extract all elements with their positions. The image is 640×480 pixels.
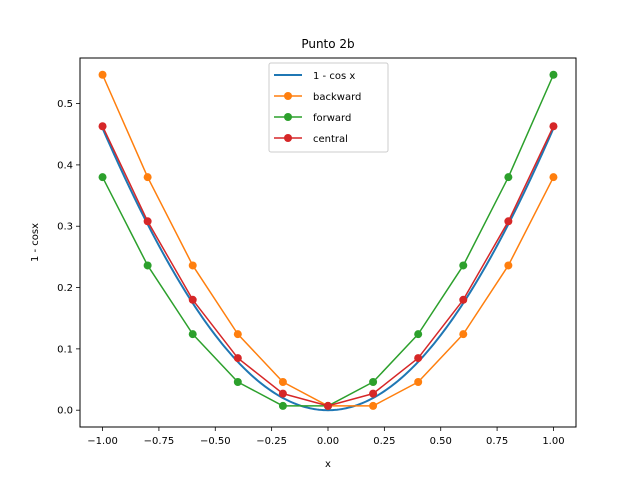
point-backward: [278, 377, 287, 386]
point-forward: [278, 401, 287, 410]
point-forward: [414, 330, 423, 339]
point-forward: [369, 377, 378, 386]
point-forward: [459, 261, 468, 270]
point-forward: [549, 70, 558, 79]
y-tick-label: 0.3: [57, 222, 73, 233]
point-backward: [188, 261, 197, 270]
point-central: [233, 354, 242, 363]
legend-label-backward: backward: [313, 92, 361, 103]
point-forward: [233, 377, 242, 386]
point-forward: [98, 173, 107, 182]
x-tick-label: −0.25: [256, 436, 287, 447]
point-backward: [143, 173, 152, 182]
y-tick-label: 0.0: [57, 406, 73, 417]
x-tick-label: 0.75: [486, 436, 508, 447]
legend-box: [268, 62, 389, 153]
point-backward: [233, 330, 242, 339]
x-tick-label: −0.75: [144, 436, 175, 447]
series-line-1-cos-x: [101, 127, 555, 412]
legend: 1 - cos x backward forward central: [268, 62, 389, 153]
y-tick-label: 0.4: [57, 160, 73, 171]
legend-label-1-cos-x: 1 - cos x: [313, 71, 355, 82]
point-central: [98, 122, 107, 131]
point-central: [504, 217, 513, 226]
legend-marker-backward: [284, 92, 292, 100]
legend-marker-forward: [284, 113, 292, 121]
y-tick-label: 0.1: [57, 344, 73, 355]
y-tick-label: 0.2: [57, 283, 73, 294]
x-tick-label: 0.25: [373, 436, 395, 447]
point-backward: [504, 261, 513, 270]
plot-area: [98, 70, 558, 412]
point-backward: [98, 70, 107, 79]
point-central: [188, 295, 197, 304]
x-tick-label: 1.00: [542, 436, 564, 447]
point-central: [369, 389, 378, 398]
point-central: [549, 122, 558, 131]
point-central: [459, 295, 468, 304]
chart-title: Punto 2b: [301, 37, 354, 51]
point-central: [278, 389, 287, 398]
x-tick-label: −1.00: [87, 436, 118, 447]
point-central: [324, 401, 332, 410]
legend-label-central: central: [313, 134, 348, 145]
x-tick-label: 0.50: [430, 436, 452, 447]
point-forward: [143, 261, 152, 270]
point-forward: [188, 330, 197, 339]
point-central: [143, 217, 152, 226]
point-backward: [414, 377, 423, 386]
x-axis-label: x: [325, 459, 331, 470]
x-axis: −1.00 −0.75 −0.50 −0.25 0.00 0.25 0.50 0.75 1.00: [87, 427, 565, 447]
legend-marker-central: [284, 134, 292, 142]
legend-label-forward: forward: [313, 113, 351, 124]
y-tick-label: 0.5: [57, 99, 73, 110]
point-forward: [504, 173, 513, 182]
point-backward: [549, 173, 558, 182]
y-axis: 0.0 0.1 0.2 0.3 0.4 0.5: [57, 99, 80, 417]
point-central: [414, 354, 423, 363]
x-tick-label: 0.00: [317, 436, 339, 447]
point-backward: [459, 330, 468, 339]
x-tick-label: −0.50: [200, 436, 231, 447]
point-backward: [369, 401, 378, 410]
y-axis-label: 1 - cosx: [30, 223, 41, 262]
